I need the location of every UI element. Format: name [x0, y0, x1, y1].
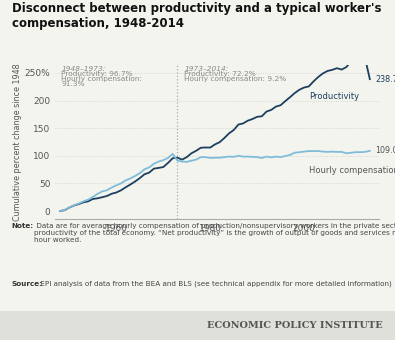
Y-axis label: Cumulative percent change since 1948: Cumulative percent change since 1948 [13, 63, 22, 221]
Text: Source:: Source: [12, 280, 43, 287]
Text: Disconnect between productivity and a typical worker's
compensation, 1948-2014: Disconnect between productivity and a ty… [12, 2, 381, 30]
Text: 1948–1973:: 1948–1973: [61, 66, 105, 72]
Text: 1973–2014:: 1973–2014: [184, 66, 229, 72]
Text: Productivity: 72.2%: Productivity: 72.2% [184, 71, 256, 77]
Text: Productivity: Productivity [309, 91, 359, 101]
Text: 238.7%: 238.7% [375, 75, 395, 84]
Text: Hourly compensation:: Hourly compensation: [61, 76, 143, 82]
Text: EPI analysis of data from the BEA and BLS (see technical appendix for more detai: EPI analysis of data from the BEA and BL… [38, 280, 392, 287]
Text: 109.0%: 109.0% [375, 146, 395, 155]
Text: Data are for average hourly compensation of production/nonsupervisory workers in: Data are for average hourly compensation… [34, 223, 395, 243]
Text: Hourly compensation: 9.2%: Hourly compensation: 9.2% [184, 76, 287, 82]
Text: 91.3%: 91.3% [61, 81, 85, 87]
Text: ECONOMIC POLICY INSTITUTE: ECONOMIC POLICY INSTITUTE [207, 321, 383, 330]
Text: Productivity: 96.7%: Productivity: 96.7% [61, 71, 133, 77]
Text: Hourly compensation: Hourly compensation [309, 166, 395, 175]
Text: Note:: Note: [12, 223, 34, 229]
